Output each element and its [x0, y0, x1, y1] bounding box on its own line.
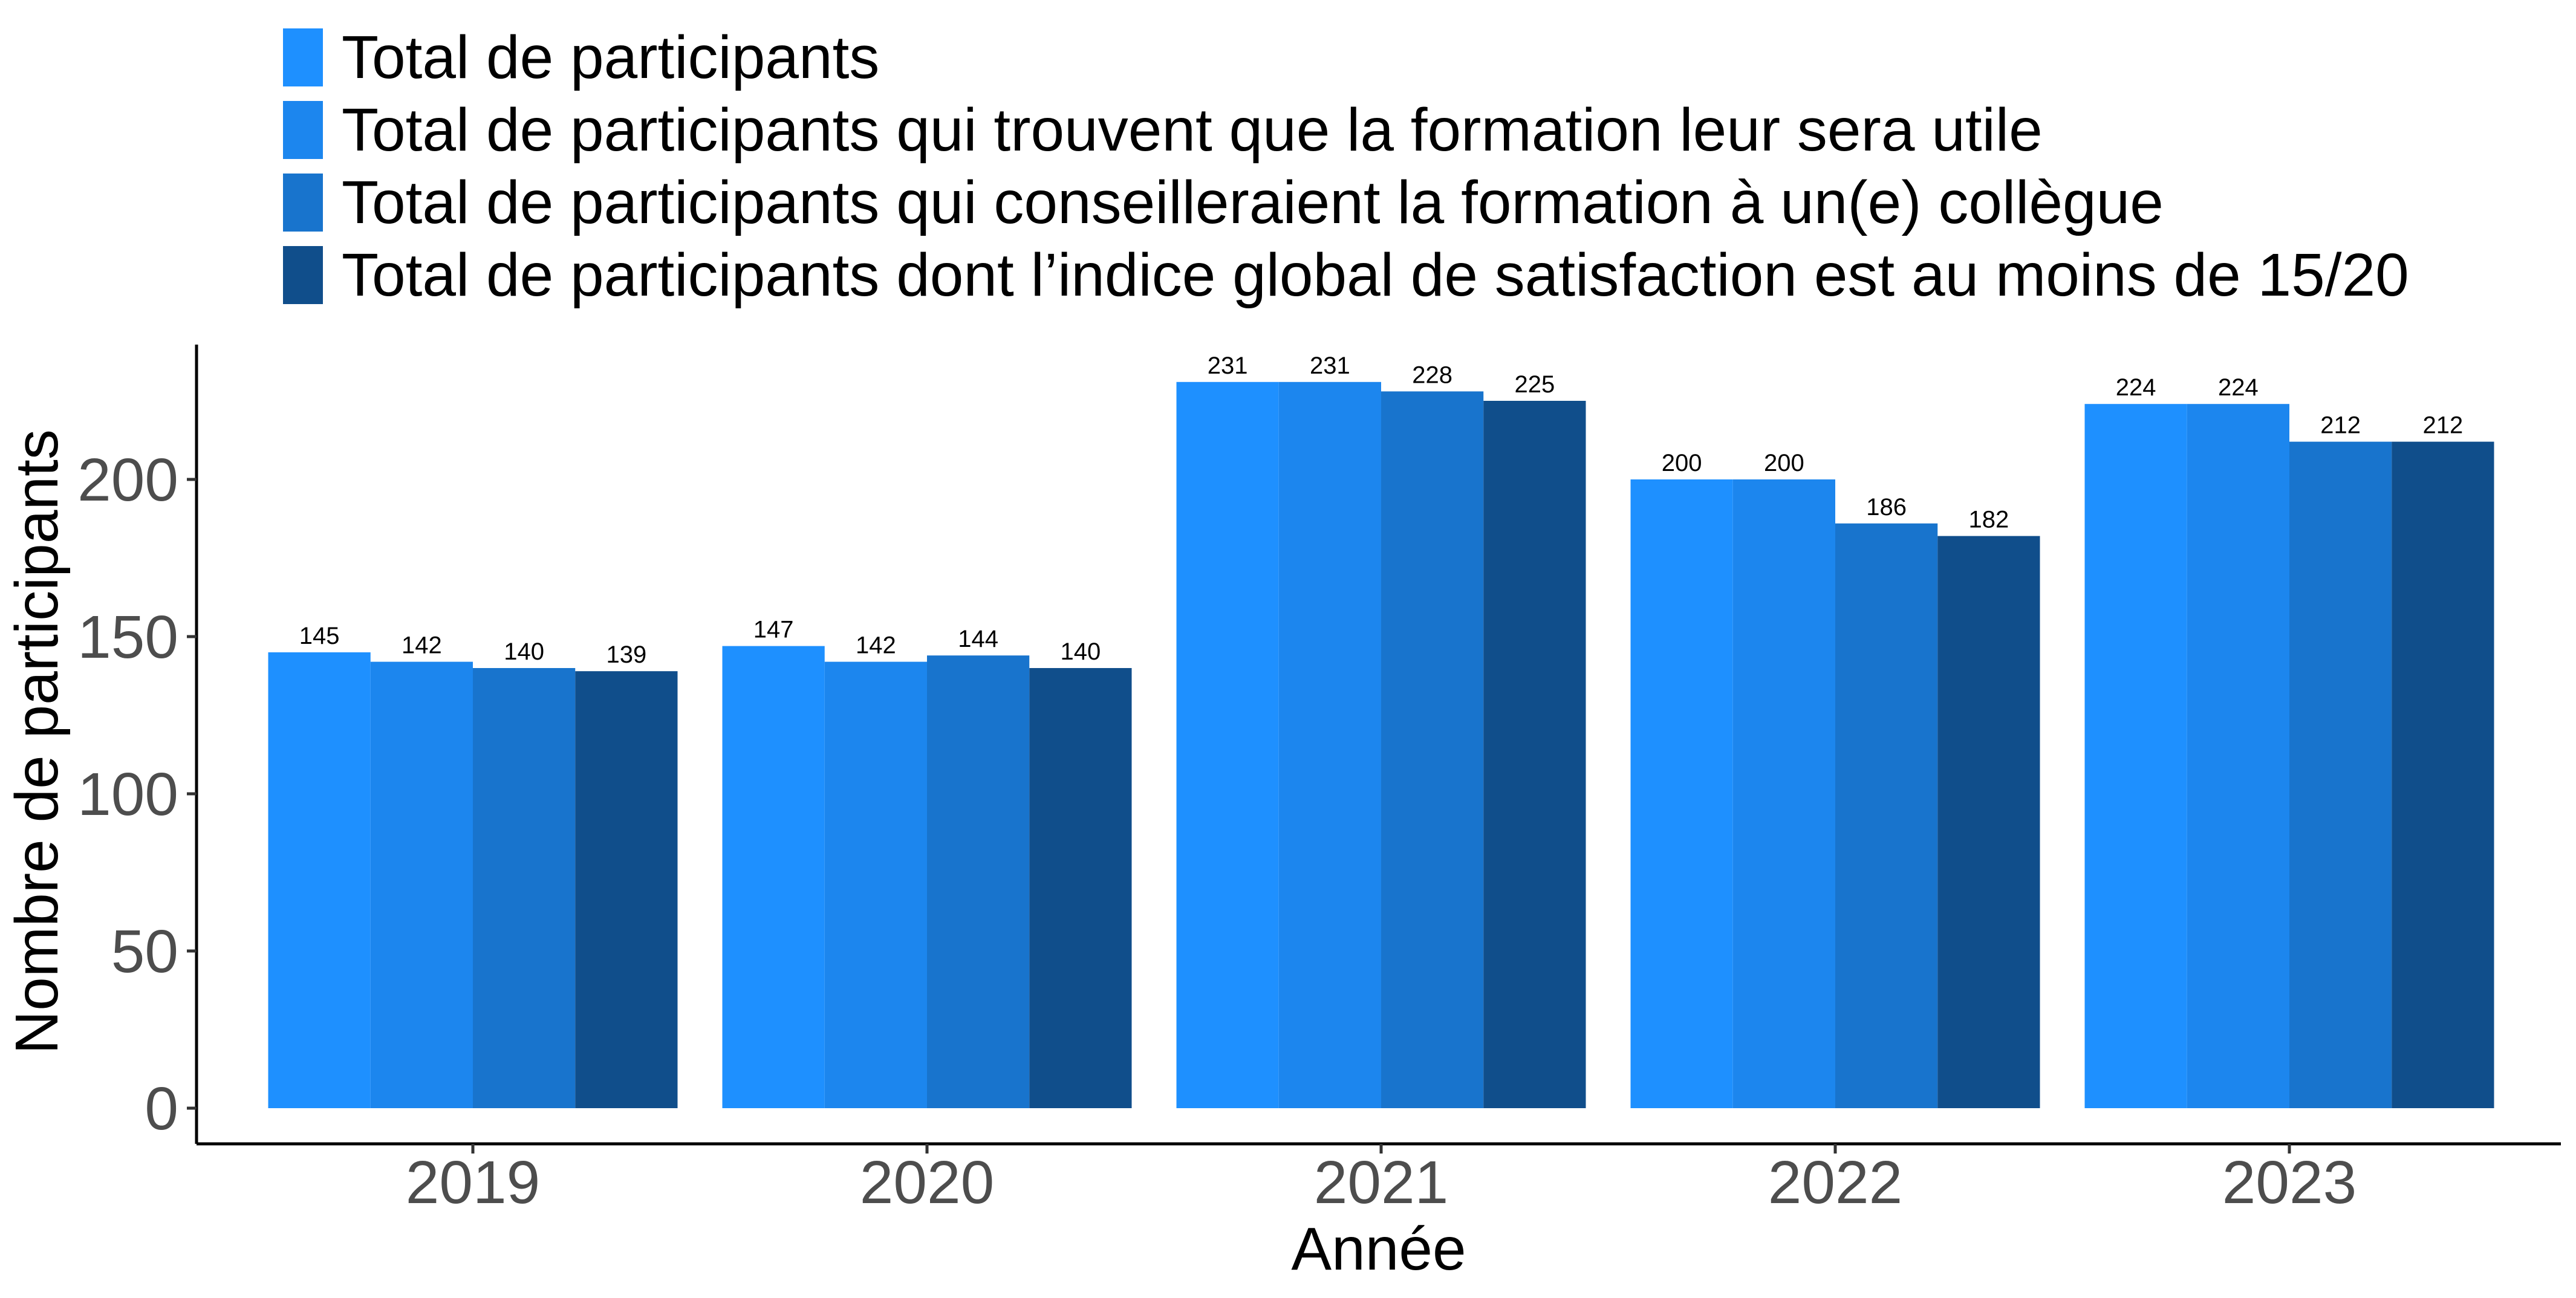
bar-2019-series-2: [370, 661, 473, 1108]
y-tick-label: 150: [77, 603, 178, 671]
bar-value-label: 225: [1515, 371, 1555, 398]
x-tick-label: 2020: [860, 1149, 994, 1216]
bar-value-label: 182: [1969, 507, 2009, 533]
y-tick-label: 50: [111, 918, 178, 985]
legend-label-4: Total de participants dont l’indice glob…: [342, 241, 2409, 309]
legend-swatch-1: [283, 28, 323, 86]
bar-value-label: 200: [1662, 450, 1702, 476]
bar-2020-series-1: [722, 646, 825, 1108]
bar-value-label: 212: [2423, 412, 2464, 439]
bar-value-label: 145: [299, 623, 340, 649]
x-tick-label: 2022: [1768, 1149, 1902, 1216]
axes: 0 50 100 150 200 2019 2020 2021 2022 2023: [77, 345, 2561, 1216]
bar-2022-series-2: [1732, 479, 1835, 1108]
bar-value-label: 142: [856, 632, 896, 659]
bar-value-label: 231: [1310, 352, 1350, 379]
bar-value-label: 200: [1764, 450, 1804, 476]
x-tick-label: 2019: [406, 1149, 540, 1216]
bar-2021-series-3: [1381, 391, 1484, 1108]
bar-value-label: 144: [958, 626, 998, 652]
y-tick-label: 100: [77, 761, 178, 828]
bar-labels: 145 142 140 139 147 142 144 140 231 231 228 225 200 2…: [299, 352, 2464, 668]
bars: [268, 381, 2494, 1109]
legend-label-1: Total de participants: [342, 24, 879, 91]
bar-value-label: 140: [1061, 638, 1101, 665]
x-axis-title: Année: [1291, 1215, 1466, 1283]
legend-label-2: Total de participants qui trouvent que l…: [342, 96, 2043, 164]
bar-value-label: 231: [1208, 352, 1248, 379]
y-axis-title: Nombre de participants: [3, 429, 71, 1054]
bar-2022-series-4: [1937, 536, 2040, 1108]
legend-label-3: Total de participants qui conseilleraien…: [342, 169, 2164, 236]
bar-value-label: 142: [402, 632, 442, 659]
bar-value-label: 140: [504, 638, 544, 665]
bar-2020-series-3: [927, 655, 1030, 1108]
bar-value-label: 139: [607, 641, 647, 668]
bar-2019-series-4: [575, 671, 678, 1108]
legend-swatch-3: [283, 174, 323, 232]
bar-2021-series-2: [1278, 381, 1381, 1108]
bar-2021-series-4: [1483, 401, 1586, 1108]
bar-value-label: 186: [1866, 494, 1907, 521]
bar-2023-series-4: [2392, 441, 2494, 1108]
bar-value-label: 212: [2320, 412, 2361, 439]
bar-2019-series-3: [473, 668, 576, 1108]
legend-swatch-4: [283, 246, 323, 304]
bar-2023-series-2: [2187, 404, 2289, 1109]
bar-2022-series-1: [1630, 479, 1733, 1108]
bar-2019-series-1: [268, 652, 371, 1108]
bar-2021-series-1: [1176, 381, 1279, 1108]
bar-2022-series-3: [1835, 523, 1938, 1108]
bar-2023-series-3: [2289, 441, 2392, 1108]
legend-swatch-2: [283, 101, 323, 159]
bar-value-label: 147: [753, 617, 794, 643]
bar-2020-series-2: [824, 661, 927, 1108]
x-tick-label: 2021: [1314, 1149, 1448, 1216]
bar-value-label: 228: [1412, 362, 1452, 388]
bar-value-label: 224: [2116, 374, 2156, 401]
y-tick-label: 200: [77, 446, 178, 514]
bar-value-label: 224: [2218, 374, 2259, 401]
bar-2023-series-1: [2084, 404, 2187, 1109]
y-tick-label: 0: [145, 1075, 178, 1143]
x-tick-label: 2023: [2222, 1149, 2356, 1216]
bar-2020-series-4: [1029, 668, 1132, 1108]
